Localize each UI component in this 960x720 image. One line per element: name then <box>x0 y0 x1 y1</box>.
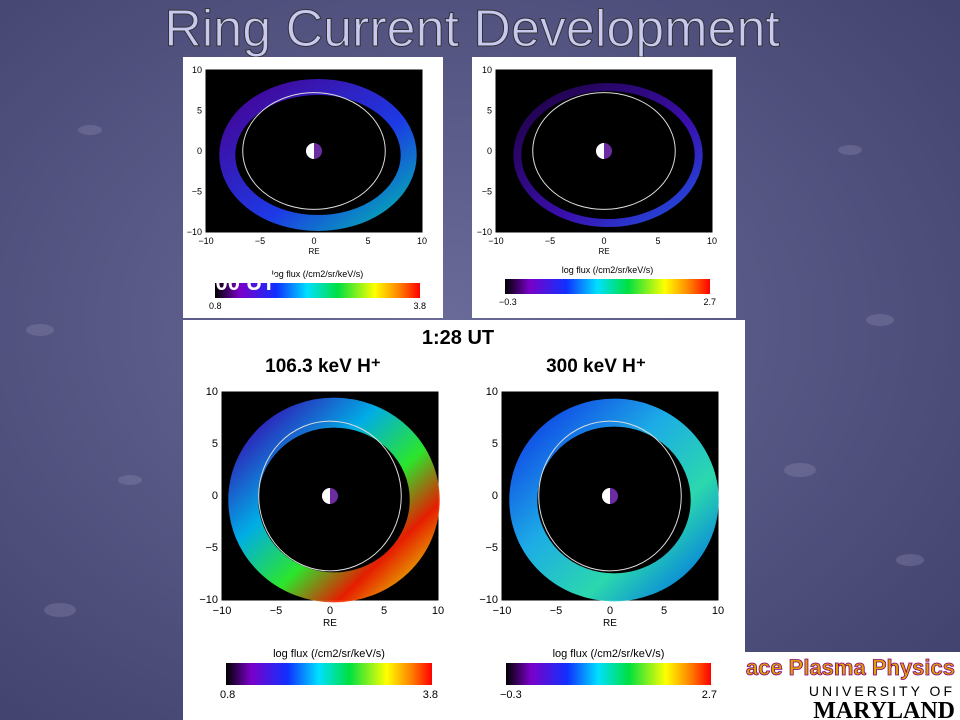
earth-day <box>322 488 330 504</box>
boundary-circle <box>258 420 402 572</box>
x-tick-label: 5 <box>661 605 667 617</box>
y-tick-label: 0 <box>487 146 492 156</box>
background-dots <box>26 125 924 617</box>
x-tick-label: 0 <box>601 236 606 246</box>
logo-background <box>745 652 960 720</box>
earth-day <box>306 143 314 159</box>
y-tick-label: −5 <box>482 187 492 197</box>
x-tick-label: −10 <box>198 236 213 246</box>
colorbar <box>506 663 711 685</box>
colorbar-title: log flux (/cm2/sr/keV/s) <box>272 269 364 279</box>
y-tick-label: 5 <box>492 438 498 450</box>
x-tick-label: −5 <box>255 236 265 246</box>
flux-ring <box>513 82 703 228</box>
y-tick-label: 10 <box>206 386 218 398</box>
slide-title: Ring Current Development <box>164 0 780 58</box>
logo-text: ace Plasma Physics <box>746 655 955 680</box>
x-tick-label: 0 <box>327 605 333 617</box>
x-tick-label: −10 <box>488 236 503 246</box>
x-tick-label: 5 <box>655 236 660 246</box>
axis-label: RE <box>598 247 609 256</box>
x-tick-label: 10 <box>432 605 444 617</box>
colorbar-title: log flux (/cm2/sr/keV/s) <box>553 648 665 660</box>
x-tick-label: 5 <box>381 605 387 617</box>
y-tick-label: 0 <box>492 490 498 502</box>
y-tick-label: 10 <box>192 65 202 75</box>
x-tick-label: −5 <box>545 236 555 246</box>
y-tick-label: −10 <box>477 227 492 237</box>
y-tick-label: 10 <box>482 65 492 75</box>
time-label: 1:28 UT <box>422 327 494 349</box>
x-tick-label: −5 <box>550 605 563 617</box>
axis-label: RE <box>603 618 617 629</box>
boundary-circle <box>538 420 682 572</box>
y-tick-label: 5 <box>197 106 202 116</box>
earth-day <box>596 143 604 159</box>
y-tick-label: −5 <box>205 542 218 554</box>
logo-text: MARYLAND <box>813 698 955 720</box>
y-tick-label: −10 <box>187 227 202 237</box>
colorbar-max: 3.8 <box>423 689 438 701</box>
logo: ace Plasma Physics UNIVERSITY OF MARYLAN… <box>745 652 960 720</box>
colorbar-title: log flux (/cm2/sr/keV/s) <box>562 265 654 275</box>
colorbar-min: −0.3 <box>499 297 517 307</box>
time-label: 1:00 UT <box>196 270 276 295</box>
colorbar <box>505 279 710 294</box>
boundary-circle <box>242 92 386 210</box>
colorbar-min: 0.8 <box>220 689 235 701</box>
y-tick-label: −10 <box>199 594 218 606</box>
flux-ring <box>509 398 719 602</box>
colorbar-max: 3.8 <box>413 301 426 311</box>
flux-ring <box>219 78 417 232</box>
colorbar <box>215 283 420 298</box>
y-tick-label: 0 <box>197 146 202 156</box>
y-tick-label: 5 <box>212 438 218 450</box>
y-tick-label: 10 <box>486 386 498 398</box>
axis-label: RE <box>308 247 319 256</box>
axis-label: RE <box>323 618 337 629</box>
colorbar-max: 2.7 <box>702 689 717 701</box>
panels: 10 −10 5 −5 0 0 −5 5 −10 10 RE log flux (/cm2/sr/ke… <box>183 57 737 706</box>
energy-label: 300 keV H⁺ <box>546 356 646 377</box>
energy-label: 106.3 keV H⁺ <box>265 356 381 377</box>
x-tick-label: 10 <box>707 236 717 246</box>
logo-text: UNIVERSITY OF <box>809 683 955 699</box>
colorbar <box>226 663 432 685</box>
colorbar-max: 2.7 <box>703 297 716 307</box>
colorbar-min: −0.3 <box>500 689 522 701</box>
y-tick-label: −5 <box>192 187 202 197</box>
y-tick-label: 5 <box>487 106 492 116</box>
x-tick-label: 0 <box>311 236 316 246</box>
x-tick-label: −5 <box>270 605 283 617</box>
x-tick-label: 10 <box>417 236 427 246</box>
x-tick-label: 5 <box>365 236 370 246</box>
y-tick-label: −5 <box>485 542 498 554</box>
boundary-circle <box>532 92 676 210</box>
y-tick-label: −10 <box>479 594 498 606</box>
flux-ring <box>228 397 440 603</box>
x-tick-label: 10 <box>712 605 724 617</box>
x-tick-label: −10 <box>213 605 232 617</box>
colorbar-title: log flux (/cm2/sr/keV/s) <box>273 648 385 660</box>
y-tick-label: 0 <box>212 490 218 502</box>
earth-day <box>602 488 610 504</box>
x-tick-label: −10 <box>493 605 512 617</box>
x-tick-label: 0 <box>607 605 613 617</box>
colorbar-min: 0.8 <box>209 301 222 311</box>
